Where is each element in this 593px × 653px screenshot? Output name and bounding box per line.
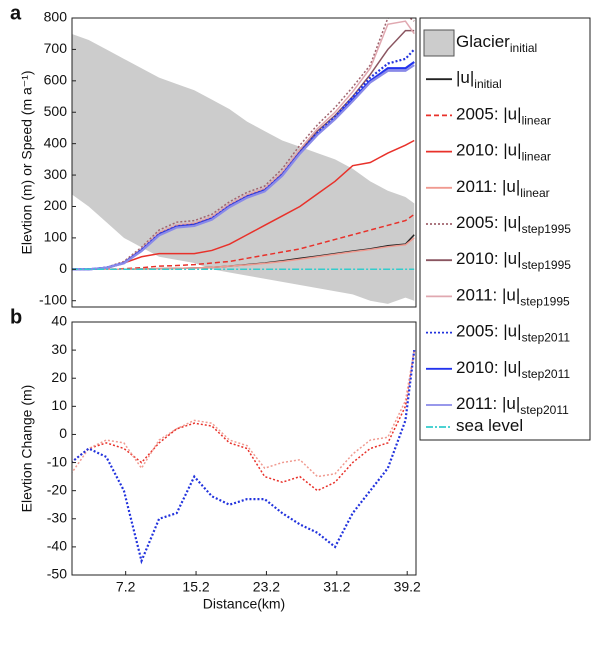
legend-label: 2011: |u|step2011 — [456, 394, 569, 417]
y-tick-label: -30 — [47, 509, 67, 525]
legend-name: 2005: |u| — [456, 213, 522, 232]
x-tick-label: 15.2 — [182, 579, 209, 595]
y-tick-label: 400 — [44, 134, 68, 150]
legend-label: 2011: |u|step1995 — [456, 286, 570, 309]
panel-label: b — [10, 306, 22, 328]
y-tick-label: 500 — [44, 103, 68, 119]
legend-subscript: step2011 — [522, 367, 571, 381]
legend-swatch — [423, 29, 455, 57]
plot — [72, 349, 416, 565]
y-tick-label: 0 — [59, 260, 67, 276]
y-axis-label: Elevtion (m) or Speed (m a⁻¹) — [19, 71, 35, 255]
legend-label: 2010: |u|linear — [456, 141, 551, 164]
line — [72, 349, 415, 492]
x-tick-label: 31.2 — [323, 579, 350, 595]
y-tick-label: 600 — [44, 72, 68, 88]
legend-subscript: linear — [520, 186, 549, 200]
legend-subscript: linear — [522, 150, 551, 164]
legend-name: 2005: |u| — [456, 105, 522, 124]
line — [72, 64, 415, 271]
legend-name: 2010: |u| — [456, 250, 522, 269]
legend-name: 2011: |u| — [456, 394, 520, 413]
legend-label: 2010: |u|step1995 — [456, 250, 571, 273]
y-tick-label: 700 — [44, 40, 68, 56]
legend-name: 2010: |u| — [456, 358, 522, 377]
line — [72, 139, 415, 271]
y-tick-label: 0 — [59, 425, 67, 441]
y-tick-label: 300 — [44, 166, 68, 182]
y-tick-label: -40 — [47, 538, 67, 554]
plot-frame — [71, 321, 417, 576]
plot-frame — [71, 17, 417, 308]
legend-label: |u|initial — [456, 69, 502, 92]
legend-subscript: step1995 — [522, 258, 572, 272]
x-tick-label: 23.2 — [253, 579, 280, 595]
x-axis-label: Distance(km) — [203, 596, 285, 612]
y-tick-label: 200 — [44, 197, 68, 213]
legend-subscript: step1995 — [520, 295, 570, 309]
legend-name: sea level — [456, 416, 523, 435]
legend-name: Glacier — [456, 32, 510, 51]
x-tick-label: 39.2 — [394, 579, 421, 595]
line — [72, 349, 415, 478]
legend-label: 2011: |u|linear — [456, 177, 550, 200]
line — [72, 349, 416, 565]
legend-subscript: initial — [474, 77, 501, 91]
y-tick-label: -10 — [47, 453, 67, 469]
y-tick-label: 40 — [51, 313, 67, 329]
legend-label: 2010: |u|step2011 — [456, 358, 570, 381]
line — [72, 18, 415, 271]
x-tick-label: 7.2 — [116, 579, 136, 595]
legend-label: Glacierinitial — [456, 32, 537, 55]
panel-label: a — [10, 2, 22, 24]
legend-name: 2005: |u| — [456, 322, 522, 341]
line — [72, 213, 415, 271]
legend-subscript: initial — [510, 41, 537, 55]
legend-label: 2005: |u|linear — [456, 105, 551, 128]
legend-label: 2005: |u|step2011 — [456, 322, 570, 345]
y-tick-label: 100 — [44, 229, 68, 245]
y-tick-label: -50 — [47, 566, 67, 582]
legend-label: sea level — [456, 416, 523, 435]
y-tick-label: -20 — [47, 481, 67, 497]
legend-subscript: step2011 — [520, 403, 569, 417]
y-tick-label: 800 — [44, 9, 68, 25]
legend-name: |u| — [456, 69, 474, 88]
legend-subscript: step1995 — [522, 222, 572, 236]
legend-subscript: linear — [522, 114, 551, 128]
legend-label: 2005: |u|step1995 — [456, 213, 571, 236]
legend-subscript: step2011 — [522, 331, 571, 345]
plot — [72, 18, 416, 304]
y-tick-label: 30 — [51, 341, 67, 357]
legend-name: 2010: |u| — [456, 141, 522, 160]
y-tick-label: 20 — [51, 369, 67, 385]
y-tick-label: 10 — [51, 397, 67, 413]
legend-name: 2011: |u| — [456, 286, 520, 305]
legend-name: 2011: |u| — [456, 177, 520, 196]
y-axis-label: Elevtion Change (m) — [19, 385, 35, 513]
y-tick-label: -100 — [39, 291, 67, 307]
